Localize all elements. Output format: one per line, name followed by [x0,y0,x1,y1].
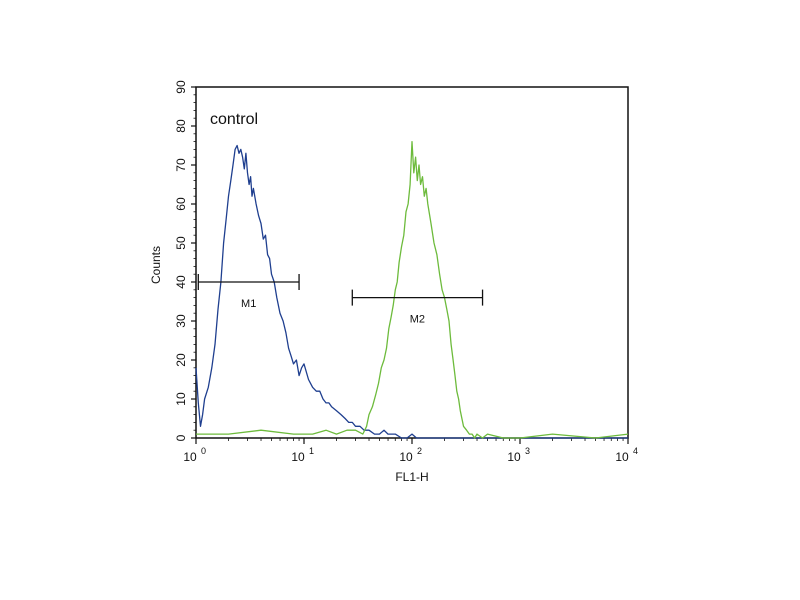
x-tick-exponent: 4 [633,446,638,456]
y-tick-label: 0 [174,434,188,441]
marker-label: M1 [241,298,256,310]
y-tick-label: 70 [174,158,188,172]
y-axis: 0 10 20 30 40 50 60 70 80 90 [174,80,196,441]
gate-markers: M1 M2 [197,274,484,326]
y-tick-label: 20 [174,353,188,367]
y-tick-label: 90 [174,80,188,94]
x-tick-exponent: 3 [525,446,530,456]
y-tick-label: 60 [174,197,188,211]
x-tick-exponent: 1 [309,446,314,456]
x-tick-label: 10 [183,450,197,464]
series-line-2 [196,140,629,439]
y-tick-label: 50 [174,236,188,250]
x-axis-title: FL1-H [395,470,428,484]
x-axis: 10 0 10 1 10 2 10 3 10 4 [183,438,638,464]
y-tick-label: 80 [174,119,188,133]
x-tick-label: 10 [291,450,305,464]
plot-frame [195,86,629,439]
y-axis-title: Counts [149,246,163,284]
y-tick-label: 30 [174,314,188,328]
y-tick-label: 40 [174,275,188,289]
annotation-control: control [210,111,258,128]
series-line-1 [195,144,628,439]
x-tick-label: 10 [399,450,413,464]
x-tick-label: 10 [507,450,521,464]
y-tick-label: 10 [174,392,188,406]
x-tick-exponent: 0 [201,446,206,456]
x-tick-exponent: 2 [417,446,422,456]
marker-label: M2 [410,314,425,326]
x-tick-label: 10 [615,450,629,464]
series-layer [195,140,629,439]
